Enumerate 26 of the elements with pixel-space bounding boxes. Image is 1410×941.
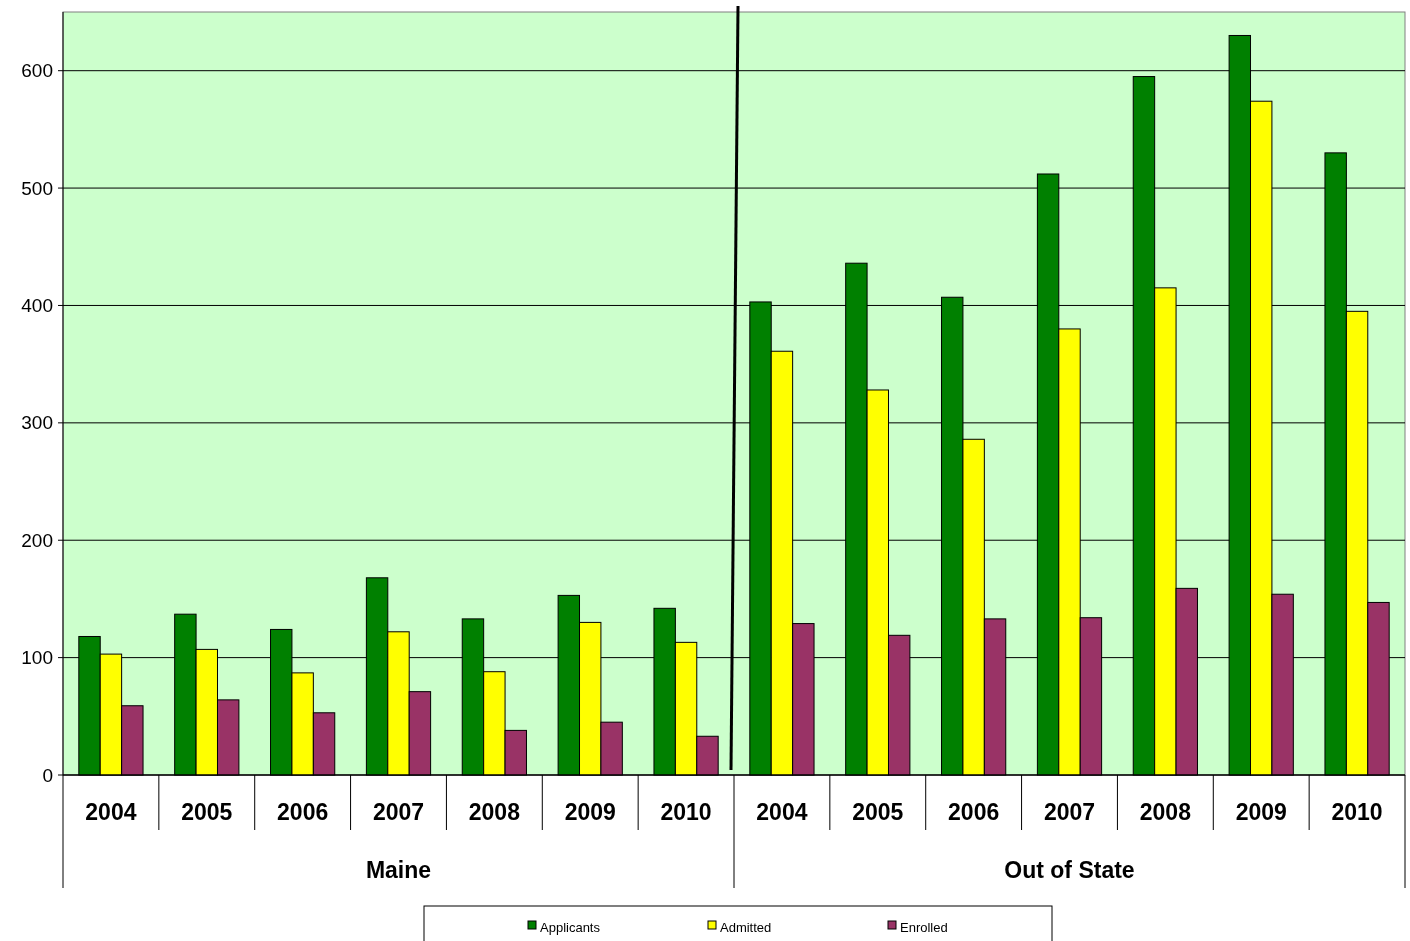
- y-tick-label: 0: [42, 764, 53, 786]
- x-tick-label: 2009: [564, 799, 616, 825]
- x-tick-label: 2005: [852, 799, 904, 825]
- x-tick-label: 2004: [85, 799, 137, 825]
- y-tick-label: 600: [21, 60, 53, 82]
- y-tick-label: 500: [21, 177, 53, 199]
- x-tick-label: 2008: [1139, 799, 1192, 825]
- x-tick-label: 2007: [1043, 799, 1096, 825]
- x-tick-label: 2007: [372, 799, 425, 825]
- legend-label: Applicants: [540, 920, 601, 935]
- x-tick-label: 2006: [277, 799, 329, 825]
- legend-label: Enrolled: [900, 920, 948, 935]
- y-tick-label: 200: [21, 529, 53, 551]
- x-tick-label: 2010: [1331, 799, 1383, 825]
- x-tick-label: 2006: [948, 799, 1000, 825]
- x-tick-label: 2004: [756, 799, 808, 825]
- text: Out of State: [1004, 857, 1135, 883]
- x-tick-label: 2009: [1235, 799, 1287, 825]
- legend-label: Admitted: [720, 920, 772, 935]
- y-tick-label: 100: [21, 647, 53, 669]
- y-tick-label: 300: [21, 412, 53, 434]
- y-tick-label: 400: [21, 295, 53, 317]
- x-tick-label: 2010: [660, 799, 712, 825]
- text: Maine: [365, 857, 432, 883]
- x-tick-label: 2005: [181, 799, 233, 825]
- x-tick-label: 2008: [468, 799, 521, 825]
